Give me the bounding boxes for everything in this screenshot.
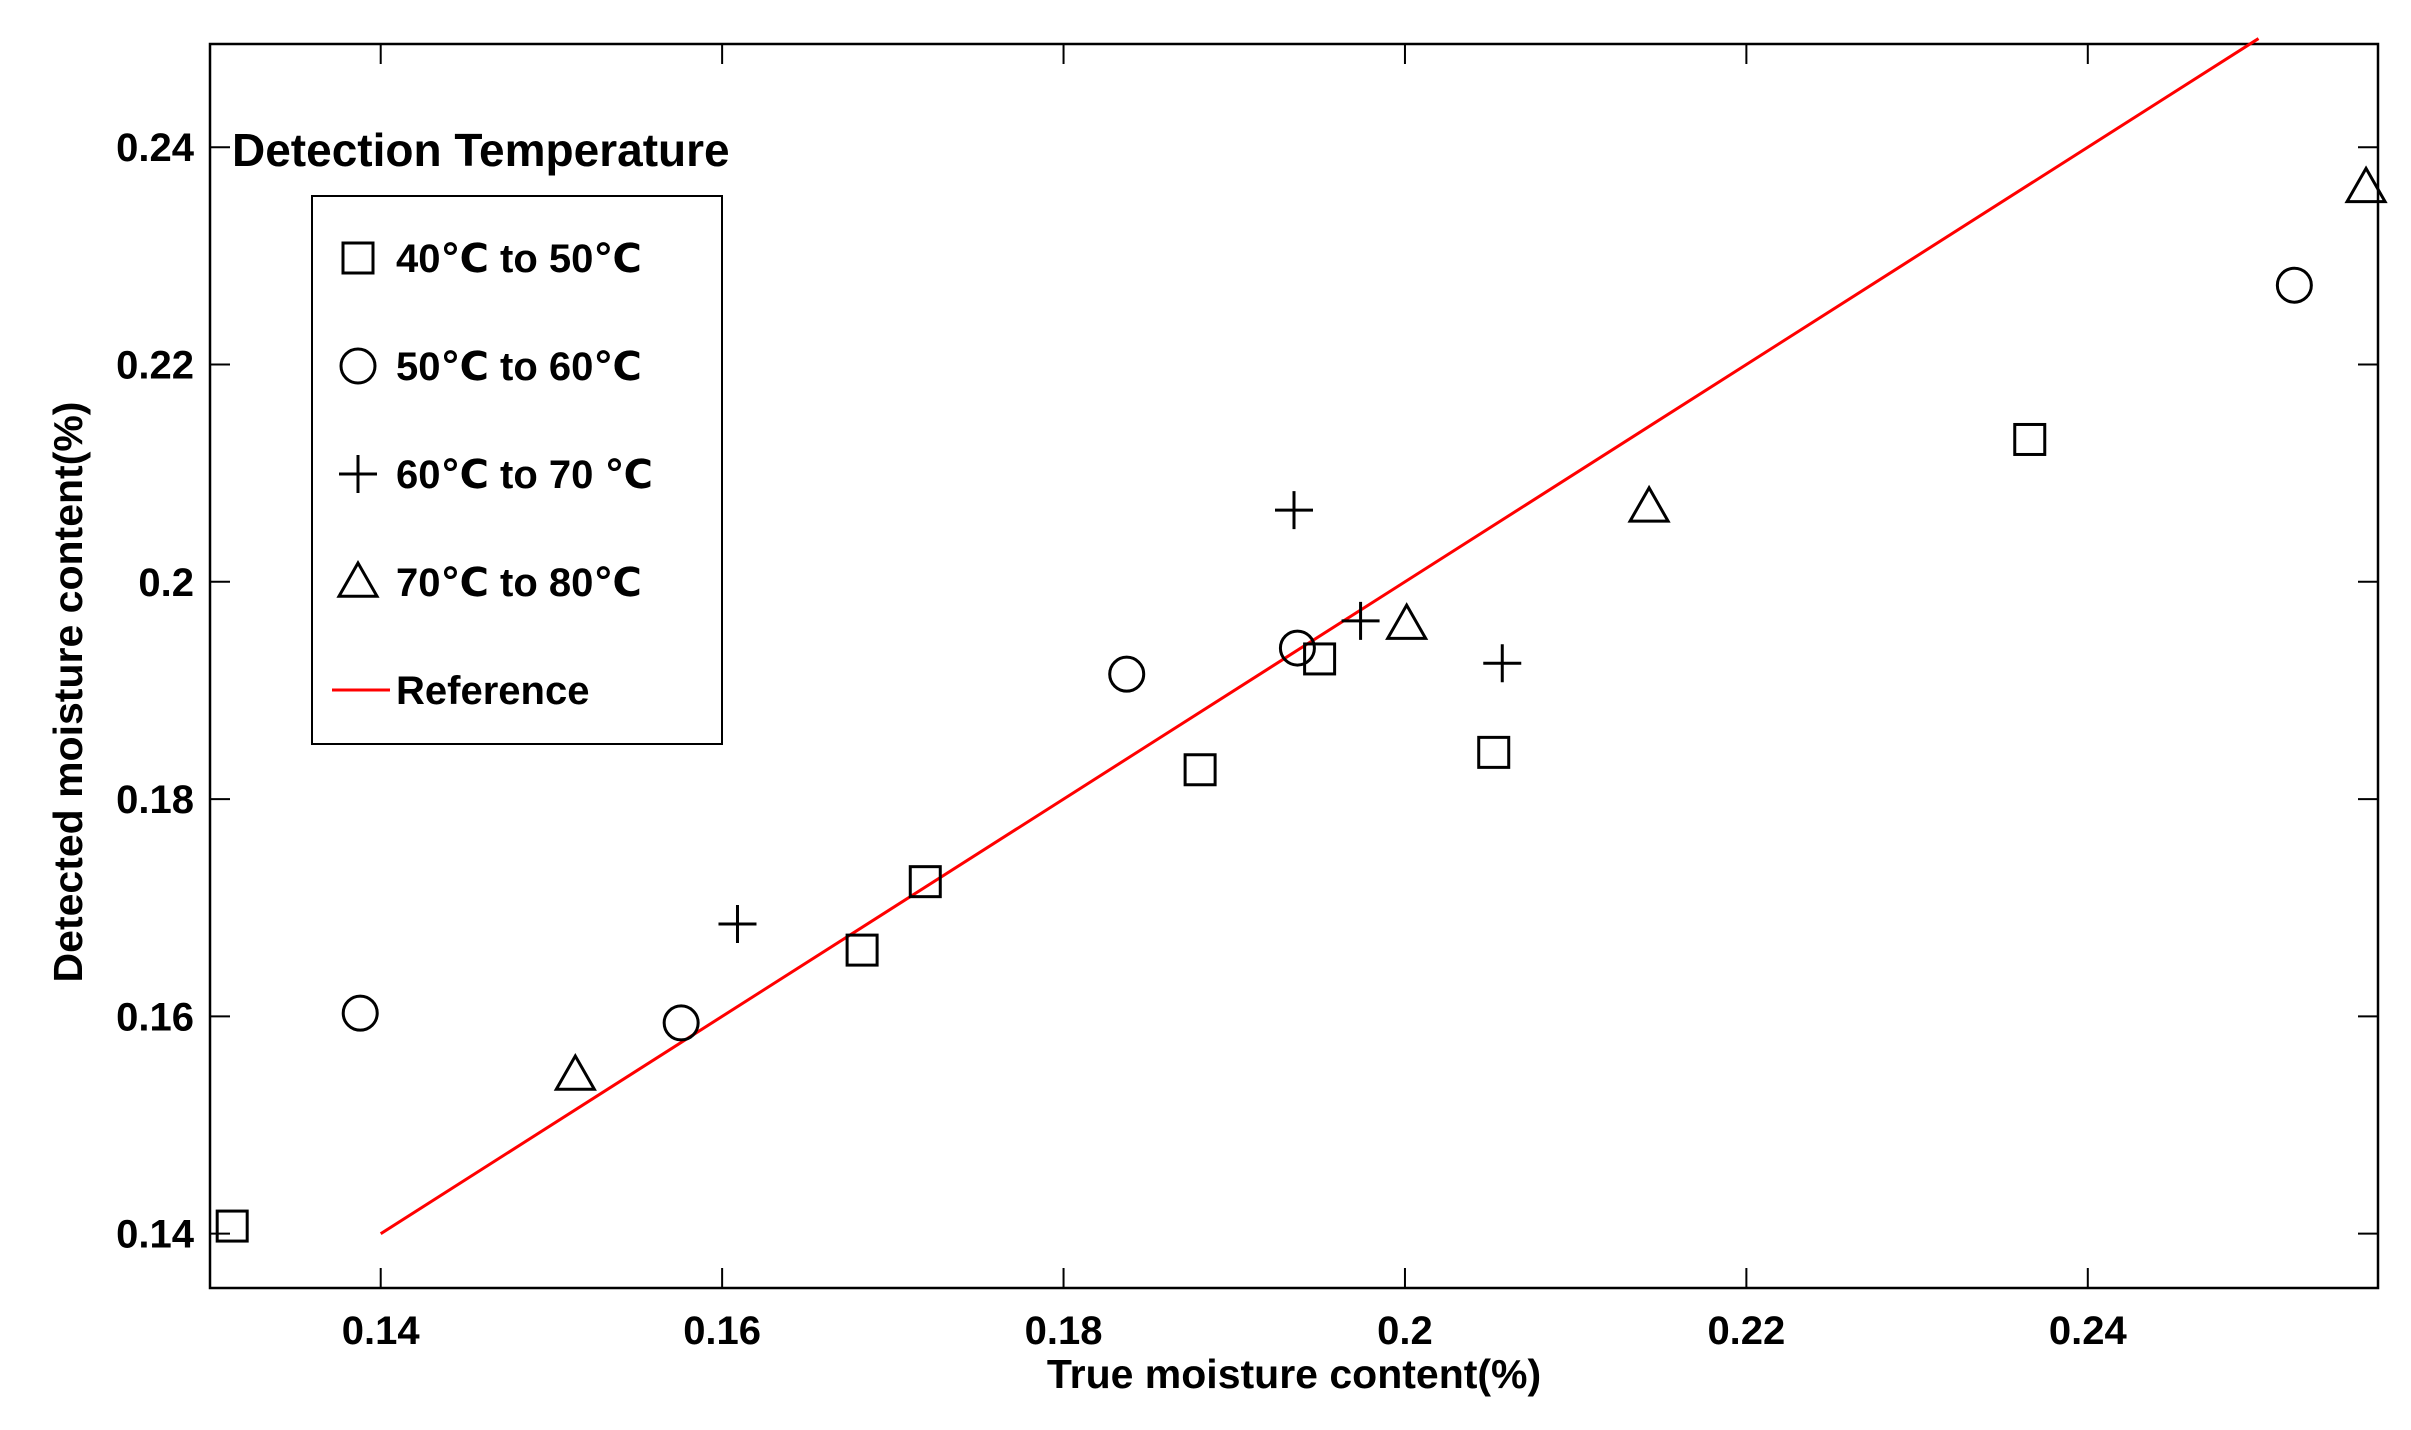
legend-swatch-square [341, 241, 375, 275]
legend-item-50-to-60: 50℃ to 60℃ [339, 345, 642, 389]
legend-item-70-to-80: 70℃ to 80℃ [336, 559, 642, 605]
legend-box [311, 195, 723, 745]
y-axis-label: Detected moisture content(%) [45, 402, 91, 983]
x-tick-label-0-24: 0.24 [2049, 1309, 2128, 1353]
circle-point-50-to-60-2 [662, 1004, 700, 1042]
triangle-point-70-to-80-1 [553, 1053, 597, 1091]
circle-point-50-to-60-3 [1108, 655, 1146, 693]
square-point-40-to-50-2 [845, 933, 879, 967]
plus-point-60-to-70-2 [1275, 491, 1313, 530]
data-points [215, 165, 2388, 1243]
x-tick-label-0-16: 0.16 [683, 1309, 761, 1353]
legend-swatch-circle [339, 347, 377, 385]
legend-swatch-triangle [336, 559, 380, 598]
y-tick-label-0-14: 0.14 [116, 1213, 195, 1257]
circle-point-50-to-60-4 [1278, 629, 1316, 667]
square-point-40-to-50-4 [1183, 753, 1217, 787]
series-60-to-70 [718, 491, 1522, 944]
y-tick-label-0-24: 0.24 [116, 126, 195, 170]
square-point-40-to-50-6 [1477, 735, 1511, 769]
legend-item-40-to-50: 40℃ to 50℃ [341, 237, 642, 281]
axis-ticks: 0.14 0.16 0.18 0.2 0.22 0.24 0.14 0.16 0.18 0.2 0.… [116, 44, 2378, 1353]
legend: 40℃ to 50℃ 50℃ to 60℃ 60℃ to 70 ℃ 70℃ to 80… [311, 195, 723, 745]
legend-item-60-to-70: 60℃ to 70 ℃ [339, 453, 653, 497]
series-50-to-60 [341, 266, 2313, 1042]
square-point-40-to-50-3 [908, 865, 942, 899]
x-tick-label-0-14: 0.14 [342, 1309, 421, 1353]
legend-items: 40℃ to 50℃ 50℃ to 60℃ 60℃ to 70 ℃ 70℃ to 80… [332, 237, 653, 713]
y-tick-label-0-2: 0.2 [138, 561, 194, 605]
legend-label-reference: Reference [396, 669, 589, 713]
x-tick-label-0-22: 0.22 [1707, 1309, 1785, 1353]
legend-label-50-to-60: 50℃ to 60℃ [396, 345, 642, 389]
plot-frame [208, 42, 2380, 1290]
x-tick-label-0-18: 0.18 [1025, 1309, 1103, 1353]
triangle-point-70-to-80-2 [1385, 602, 1429, 640]
circle-point-50-to-60-1 [341, 994, 379, 1032]
circle-point-50-to-60-5 [2275, 266, 2313, 304]
legend-title: Detection Temperature [232, 124, 730, 176]
series-40-to-50 [215, 422, 2047, 1243]
square-point-40-to-50-5 [1303, 642, 1337, 676]
plus-point-60-to-70-1 [718, 905, 757, 944]
y-tick-label-0-18: 0.18 [116, 778, 194, 822]
series-70-to-80 [553, 165, 2388, 1091]
legend-item-reference: Reference [332, 669, 589, 713]
axis-labels: True moisture content(%) Detected moistu… [45, 402, 1541, 1397]
legend-label-60-to-70: 60℃ to 70 ℃ [396, 453, 653, 497]
y-tick-label-0-16: 0.16 [116, 995, 194, 1039]
y-tick-label-0-22: 0.22 [116, 344, 194, 388]
plot-area: 0.14 0.16 0.18 0.2 0.22 0.24 0.14 0.16 0.18 0.2 0.… [116, 37, 2388, 1353]
legend-swatch-plus [339, 455, 377, 493]
x-tick-label-0-2: 0.2 [1377, 1309, 1433, 1353]
triangle-point-70-to-80-3 [1627, 484, 1671, 523]
plus-point-60-to-70-3 [1341, 601, 1380, 640]
legend-label-70-to-80: 70℃ to 80℃ [396, 561, 642, 605]
triangle-point-70-to-80-4 [2344, 165, 2388, 204]
legend-label-40-to-50: 40℃ to 50℃ [396, 237, 642, 281]
x-axis-label: True moisture content(%) [1047, 1351, 1541, 1397]
plus-point-60-to-70-4 [1483, 644, 1522, 683]
square-point-40-to-50-1 [215, 1209, 249, 1243]
square-point-40-to-50-7 [2013, 422, 2047, 456]
